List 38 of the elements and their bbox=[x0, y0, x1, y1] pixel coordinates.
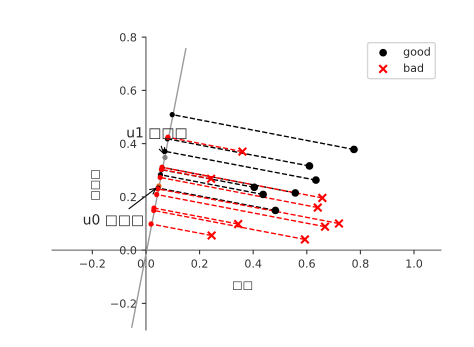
x-axis-title: □□ bbox=[233, 282, 252, 290]
annotation: u0 □□□ bbox=[84, 214, 143, 226]
point bbox=[291, 189, 300, 197]
point bbox=[162, 154, 168, 160]
point bbox=[320, 222, 330, 232]
point bbox=[272, 206, 280, 214]
point bbox=[312, 176, 320, 184]
annotation: u1 □□□ bbox=[127, 127, 186, 140]
point bbox=[238, 146, 248, 156]
point bbox=[148, 221, 154, 227]
y-tick-label: −0.2 bbox=[111, 299, 136, 308]
point bbox=[334, 218, 344, 228]
x-tick-label: 0.8 bbox=[352, 259, 368, 268]
legend-label: good bbox=[404, 47, 430, 58]
point bbox=[300, 234, 310, 244]
x-tick-label: −0.2 bbox=[80, 259, 105, 268]
x-tick-label: 0.2 bbox=[191, 259, 208, 268]
point bbox=[206, 174, 216, 184]
point bbox=[306, 162, 314, 170]
x-tick-label: 0.6 bbox=[298, 259, 315, 268]
y-tick-label: 0.6 bbox=[120, 86, 136, 95]
point bbox=[317, 193, 328, 203]
legend-label: bad bbox=[404, 63, 424, 72]
x-tick-label: 1.0 bbox=[406, 259, 422, 268]
point bbox=[158, 174, 163, 180]
point bbox=[233, 219, 244, 229]
point bbox=[350, 146, 358, 154]
point bbox=[250, 183, 258, 192]
y-axis-title: □□□ bbox=[91, 170, 100, 200]
point bbox=[154, 192, 160, 198]
y-tick-label: 0.2 bbox=[120, 192, 136, 202]
point bbox=[206, 230, 216, 240]
y-tick-label: 0.8 bbox=[120, 33, 136, 42]
x-tick-label: 0.4 bbox=[245, 259, 262, 268]
point bbox=[170, 112, 175, 118]
point bbox=[259, 190, 267, 198]
y-tick-label: 0.4 bbox=[120, 140, 136, 148]
point bbox=[312, 202, 323, 212]
